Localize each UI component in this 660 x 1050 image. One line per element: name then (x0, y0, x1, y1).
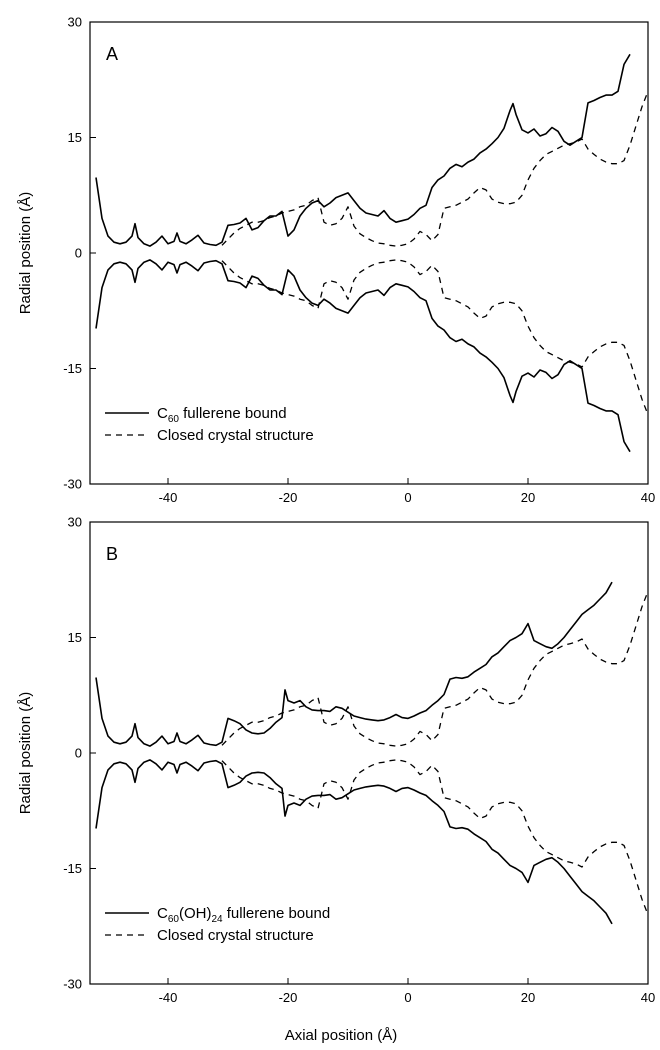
y-tick-label: 30 (68, 15, 82, 30)
legend-text-part: C (157, 405, 168, 422)
closed-structure-lower-line (221, 259, 648, 415)
fullerene-bound-upper-line (95, 53, 631, 247)
fullerene-bound-upper-line (95, 581, 613, 747)
legend-entry-closed: Closed crystal structure (157, 427, 314, 444)
x-tick-label: 20 (521, 990, 535, 1005)
x-tick-label: -40 (159, 990, 178, 1005)
x-axis-title: Axial position (Å) (285, 1027, 398, 1044)
legend-entry-fullerene: C60(OH)24 fullerene bound (157, 905, 330, 925)
y-tick-label: -30 (63, 977, 82, 992)
panel-a: -40 -20 0 20 40 30 15 0 -15 -30 Radial position (Å… (17, 15, 655, 506)
x-tick-label: 20 (521, 490, 535, 505)
y-tick-label: 15 (68, 630, 82, 645)
y-tick-label: -15 (63, 861, 82, 876)
y-tick-label: 30 (68, 515, 82, 530)
y-axis-title: Radial position (Å) (17, 192, 34, 315)
legend-text-part: 24 (211, 914, 223, 925)
y-axis-title: Radial position (Å) (17, 692, 34, 815)
x-tick-label: -20 (279, 490, 298, 505)
legend-text-part: 60 (168, 414, 180, 425)
y-tick-label: 15 (68, 130, 82, 145)
x-tick-label: 40 (641, 490, 655, 505)
fullerene-bound-lower-line (95, 259, 631, 453)
x-tick-label: -40 (159, 490, 178, 505)
closed-structure-upper-line (221, 91, 648, 247)
legend-entry-fullerene: C60 fullerene bound (157, 405, 287, 425)
y-tick-label: 0 (75, 746, 82, 761)
x-tick-label: 0 (404, 990, 411, 1005)
y-tick-label: 0 (75, 246, 82, 261)
closed-structure-upper-line (221, 591, 648, 747)
closed-structure-lower-line (221, 759, 648, 915)
panel-label: B (106, 544, 118, 564)
panel-b: -40 -20 0 20 40 30 15 0 -15 -30 Radial position (Å… (17, 515, 655, 1006)
y-tick-label: -30 (63, 477, 82, 492)
x-tick-label: -20 (279, 990, 298, 1005)
legend-text-part: fullerene bound (179, 405, 287, 422)
y-tick-label: -15 (63, 361, 82, 376)
legend-text-part: (OH) (179, 905, 212, 922)
panel-label: A (106, 44, 118, 64)
legend-text-part: C (157, 905, 168, 922)
legend-text-part: 60 (168, 914, 180, 925)
x-tick-label: 0 (404, 490, 411, 505)
legend-text-part: fullerene bound (223, 905, 331, 922)
x-tick-label: 40 (641, 990, 655, 1005)
legend-entry-closed: Closed crystal structure (157, 927, 314, 944)
fullerene-bound-lower-line (95, 759, 613, 925)
